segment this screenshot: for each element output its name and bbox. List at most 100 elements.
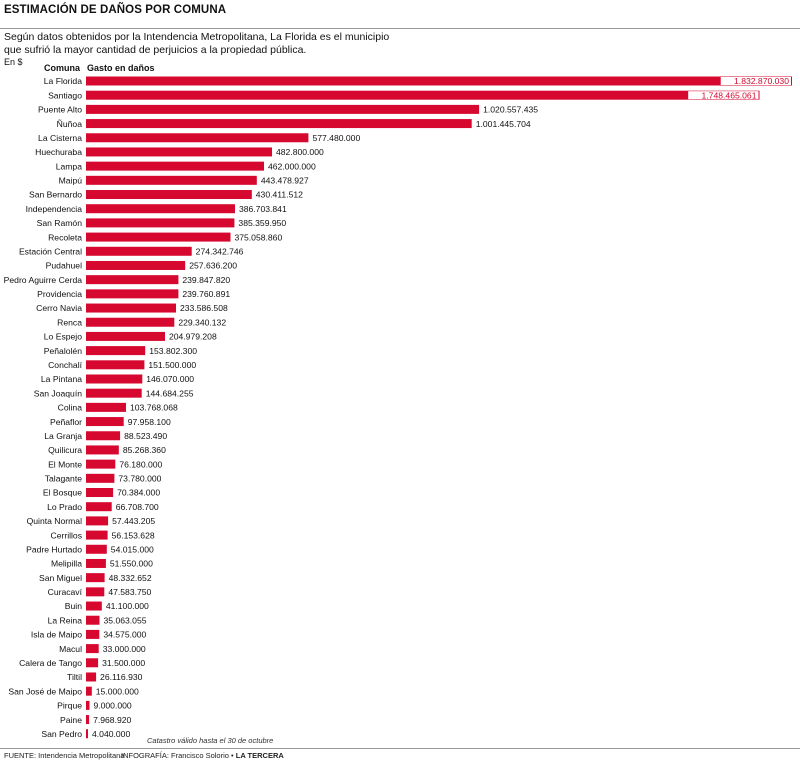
category-label: La Cisterna — [38, 133, 82, 143]
value-label: 144.684.255 — [146, 388, 194, 398]
bar — [86, 260, 186, 270]
bar — [86, 161, 264, 171]
value-label: 41.100.000 — [106, 601, 149, 611]
bar — [86, 246, 192, 256]
bar — [86, 445, 119, 455]
category-label: Buin — [65, 601, 82, 611]
value-label: 239.847.820 — [182, 275, 230, 285]
unit-label: En $ — [4, 57, 23, 67]
value-label: 443.478.927 — [261, 176, 309, 186]
bar — [86, 629, 100, 639]
value-label: 97.958.100 — [128, 417, 171, 427]
divider-top — [0, 28, 800, 29]
bar — [86, 473, 115, 483]
chart-subtitle: Según datos obtenidos por la Intendencia… — [4, 31, 390, 56]
bar — [86, 672, 97, 682]
value-label: 462.000.000 — [268, 161, 316, 171]
value-label: 70.384.000 — [117, 488, 160, 498]
category-label: Tiltil — [67, 672, 82, 682]
value-label: 73.780.000 — [118, 474, 161, 484]
value-label: 151.500.000 — [148, 360, 196, 370]
category-label: Renca — [57, 317, 82, 327]
source-text: FUENTE: Intendencia Metropolitana — [4, 751, 125, 760]
category-label: Peñalolén — [44, 346, 82, 356]
value-label: 239.760.891 — [182, 289, 230, 299]
value-label: 31.500.000 — [102, 658, 145, 668]
value-label: 26.116.930 — [100, 672, 143, 682]
category-label: Isla de Maipo — [31, 630, 82, 640]
catastro-note: Catastro válido hasta el 30 de octubre — [147, 736, 274, 745]
bar — [86, 317, 175, 327]
value-label: 233.586.508 — [180, 303, 228, 313]
category-label: El Monte — [48, 459, 82, 469]
value-label: 385.359.950 — [238, 218, 286, 228]
value-label: 33.000.000 — [103, 644, 146, 654]
bar — [86, 431, 121, 441]
bar — [86, 715, 90, 725]
bar — [86, 488, 114, 498]
category-label: Santiago — [48, 90, 82, 100]
category-label: Pudahuel — [46, 261, 82, 271]
chart-title: ESTIMACIÓN DE DAÑOS POR COMUNA — [4, 4, 227, 16]
category-label: Quinta Normal — [27, 516, 82, 526]
value-label-box — [720, 77, 791, 85]
bar — [86, 729, 88, 739]
credit-prefix: INFOGRAFÍA: Francisco Solorio • — [121, 751, 236, 760]
bar — [86, 587, 105, 597]
category-label: Colina — [58, 403, 83, 413]
bar — [86, 232, 231, 242]
bar — [86, 346, 146, 356]
category-label: San José de Maipo — [8, 686, 82, 696]
value-label: 85.268.360 — [123, 445, 166, 455]
category-label: Quilicura — [48, 445, 82, 455]
category-label: Estación Central — [19, 246, 82, 256]
category-label: Paine — [60, 715, 82, 725]
bar — [86, 558, 106, 568]
category-label: Pedro Aguirre Cerda — [4, 275, 83, 285]
bar — [86, 218, 235, 228]
category-label: La Pintana — [41, 374, 82, 384]
bar — [86, 686, 92, 696]
value-label: 257.636.200 — [189, 261, 237, 271]
bar — [86, 700, 90, 710]
value-label: 204.979.208 — [169, 332, 217, 342]
bar — [86, 402, 126, 412]
value-label: 1.020.557.435 — [483, 105, 538, 115]
category-label: El Bosque — [43, 488, 82, 498]
category-label: Lo Espejo — [44, 332, 82, 342]
category-label: San Bernardo — [29, 190, 82, 200]
bar — [86, 516, 109, 526]
bar — [86, 615, 100, 625]
category-label: San Pedro — [41, 729, 82, 739]
category-label: La Florida — [44, 76, 82, 86]
category-label: Lo Prado — [47, 502, 82, 512]
category-label: Curacaví — [48, 587, 83, 597]
bar — [86, 544, 107, 554]
bar — [86, 658, 99, 668]
category-label: Independencia — [26, 204, 83, 214]
bar — [86, 360, 145, 370]
bar — [86, 374, 143, 384]
category-label: San Ramón — [37, 218, 83, 228]
bar — [86, 76, 792, 86]
bar — [86, 289, 179, 299]
category-label: Melipilla — [51, 559, 82, 569]
category-label: Lampa — [56, 161, 82, 171]
category-label: Cerro Navia — [36, 303, 82, 313]
bar — [86, 417, 124, 427]
bar — [86, 90, 760, 100]
bar — [86, 190, 252, 200]
value-label: 76.180.000 — [119, 459, 162, 469]
value-label: 274.342.746 — [196, 246, 244, 256]
value-label: 15.000.000 — [96, 686, 139, 696]
category-label: Recoleta — [48, 232, 82, 242]
category-label: Conchalí — [48, 360, 83, 370]
value-label: 56.153.628 — [112, 530, 155, 540]
category-label: Calera de Tango — [19, 658, 82, 668]
category-label: La Reina — [48, 615, 83, 625]
column-header-comuna: Comuna — [44, 63, 80, 73]
category-label: Pirque — [57, 701, 82, 711]
value-label: 375.058.860 — [234, 232, 282, 242]
category-label: Peñaflor — [50, 417, 82, 427]
